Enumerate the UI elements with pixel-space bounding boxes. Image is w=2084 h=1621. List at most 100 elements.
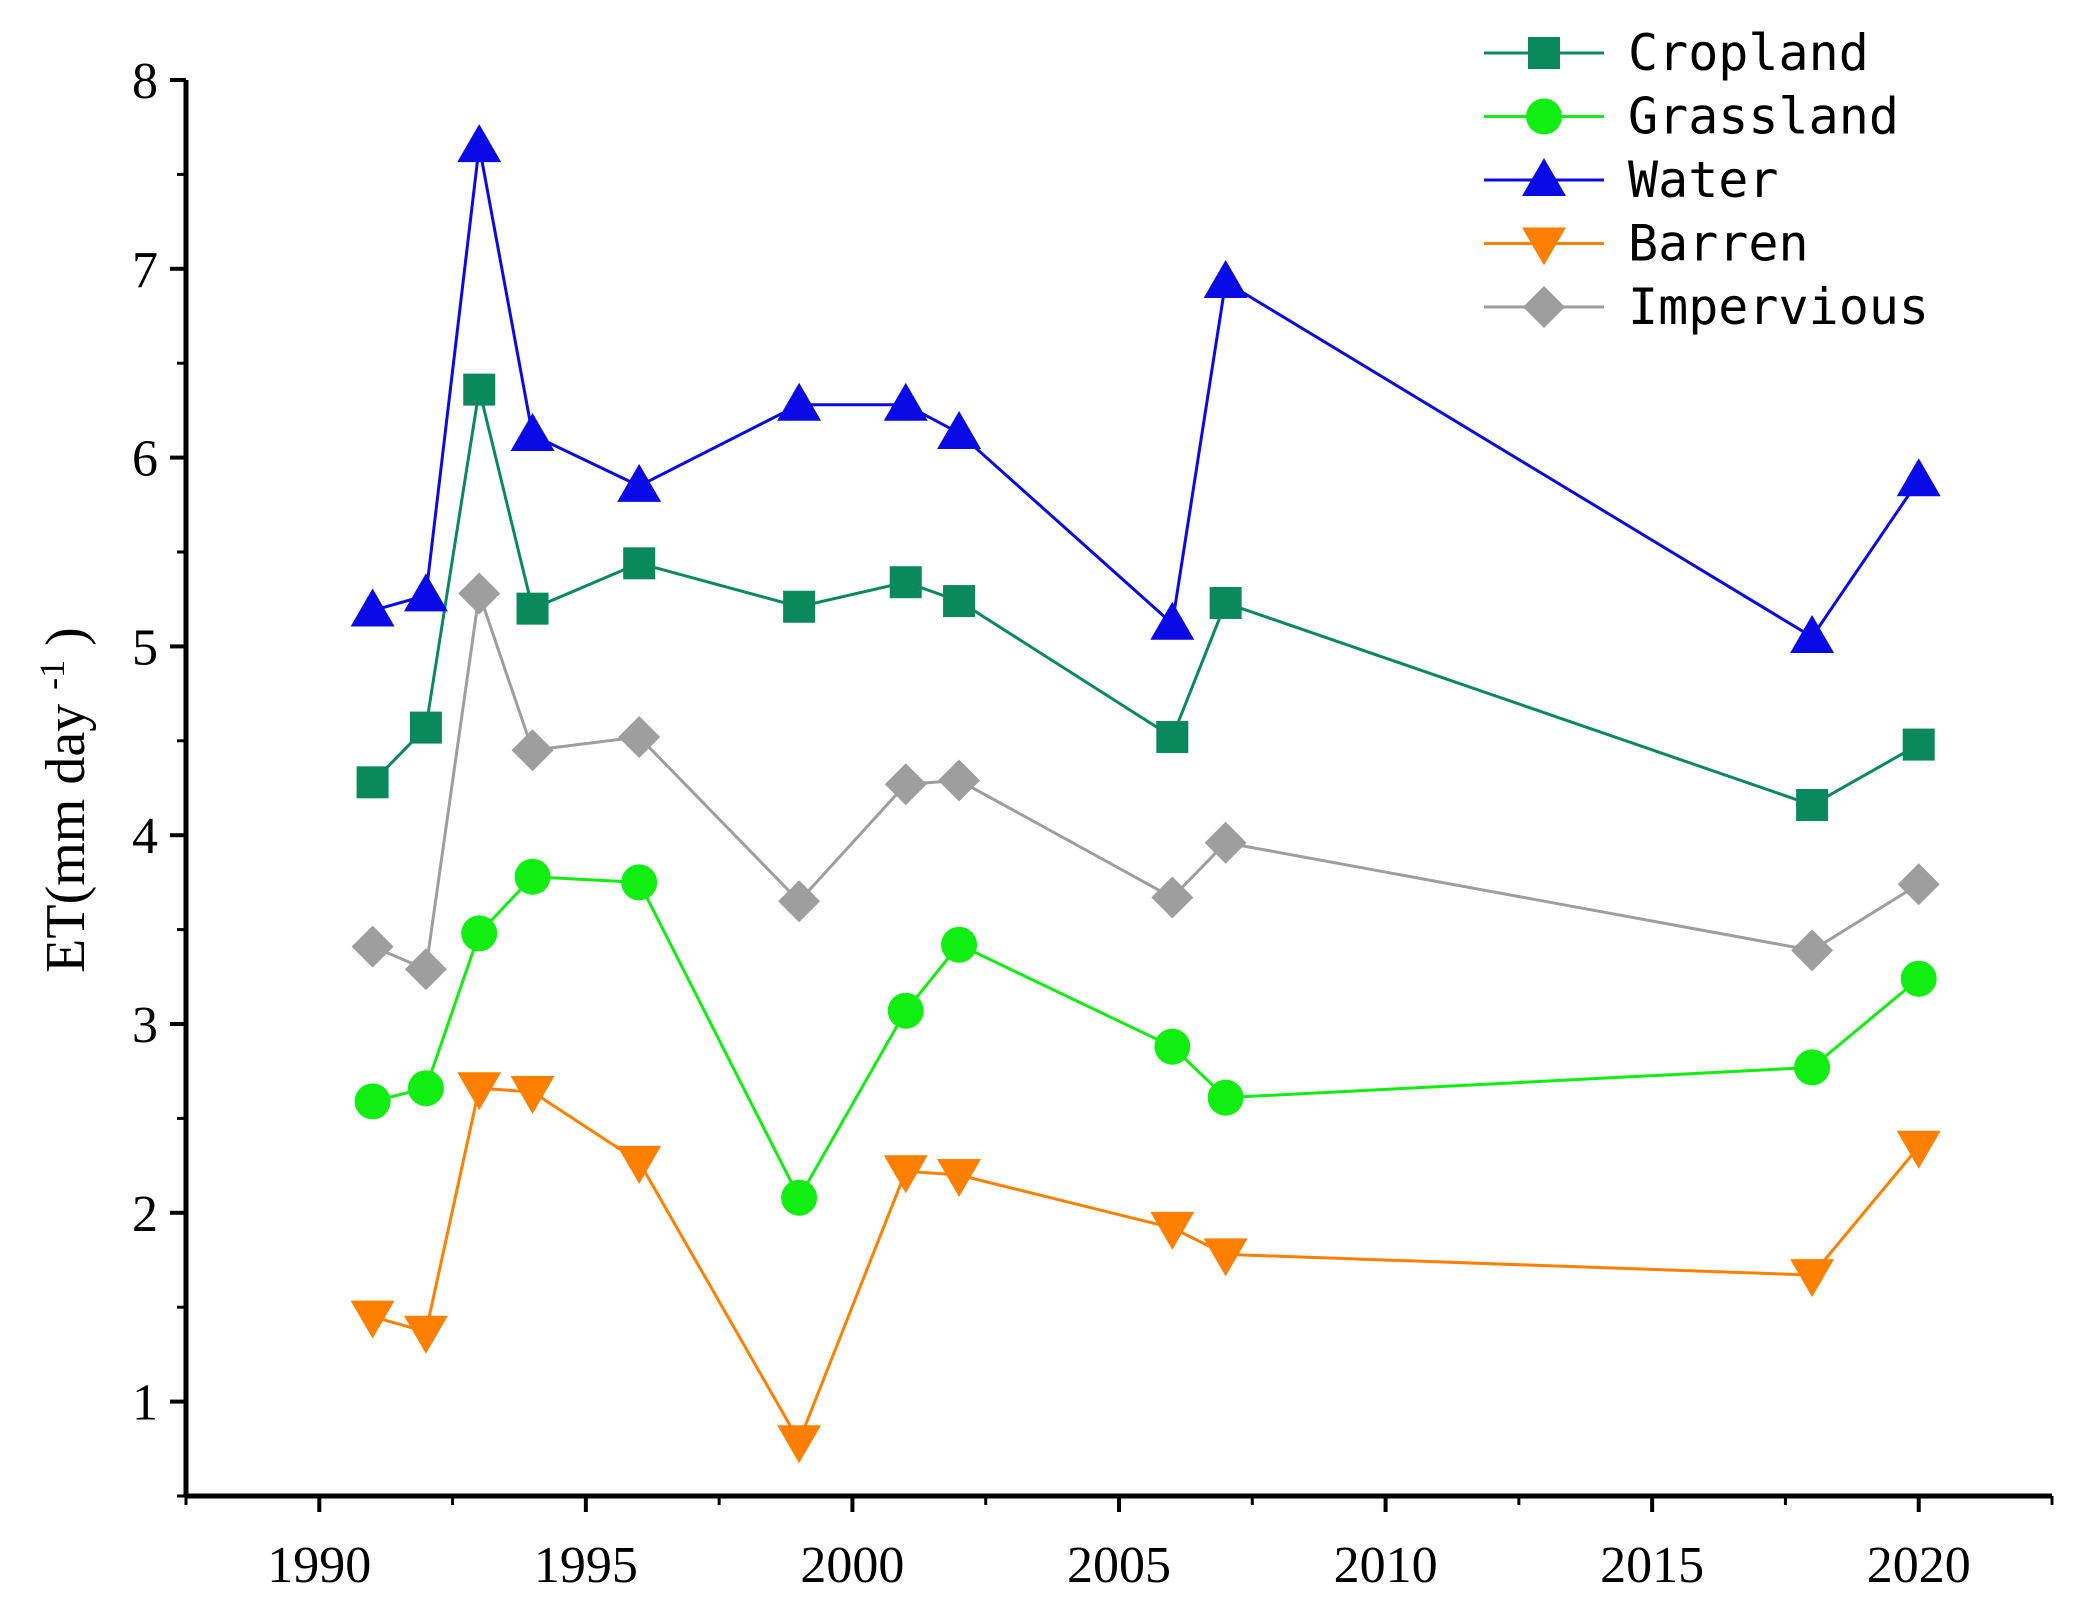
data-point-grassland [514, 858, 551, 895]
data-point-water [1150, 601, 1195, 640]
data-point-grassland [1154, 1028, 1191, 1065]
data-point-impervious [1204, 821, 1247, 864]
y-axis-title: ET(mm day -1 ) [15, 627, 97, 973]
data-point-grassland [407, 1070, 444, 1107]
data-point-water [1896, 458, 1941, 497]
legend-item-cropland: Cropland [1484, 24, 1869, 82]
data-point-grassland [1794, 1049, 1831, 1086]
series-water [350, 124, 1941, 653]
series-cropland [356, 373, 1935, 821]
data-point-impervious [618, 716, 661, 759]
data-point-grassland [1207, 1079, 1244, 1116]
data-point-cropland [463, 373, 496, 406]
y-tick-label: 1 [132, 1375, 158, 1432]
data-point-barren [1896, 1130, 1941, 1169]
data-point-cropland [1902, 728, 1935, 761]
y-tick-label: 7 [132, 242, 158, 299]
data-point-barren [1203, 1238, 1248, 1277]
data-point-impervious [511, 729, 554, 772]
data-point-impervious [404, 948, 447, 991]
legend-item-barren: Barren [1484, 215, 1809, 273]
y-tick-label: 6 [132, 431, 158, 488]
x-tick-label: 2015 [1600, 1537, 1704, 1594]
data-point-impervious [938, 759, 981, 802]
data-point-impervious [1897, 863, 1940, 906]
data-point-barren [617, 1145, 662, 1184]
data-point-barren [350, 1300, 395, 1339]
data-point-impervious [884, 763, 927, 806]
data-point-cropland [356, 766, 389, 799]
data-point-grassland [1900, 960, 1937, 997]
data-point-cropland [943, 585, 976, 618]
data-point-barren [403, 1315, 448, 1354]
data-point-impervious [351, 925, 394, 968]
legend-marker [1528, 37, 1560, 69]
data-point-grassland [781, 1179, 818, 1216]
data-point-cropland [409, 711, 442, 744]
data-point-impervious [458, 572, 501, 615]
series-line-grassland [372, 875, 1920, 1201]
legend-label: Barren [1628, 215, 1809, 273]
data-point-grassland [354, 1083, 391, 1120]
axes: 1 2 3 4 5 6 7 8 1990 1995 2000 2005 2010 2015 2020 [132, 53, 2054, 1594]
y-tick-label: 5 [132, 619, 158, 676]
data-point-water [403, 573, 448, 612]
data-point-grassland [887, 992, 924, 1029]
legend-marker [1522, 158, 1566, 196]
data-point-cropland [889, 566, 922, 599]
data-point-barren [1150, 1211, 1195, 1250]
x-tick-label: 2020 [1867, 1537, 1971, 1594]
data-point-water [777, 382, 822, 421]
legend-marker [1522, 227, 1566, 266]
data-point-cropland [516, 592, 549, 625]
data-point-water [510, 412, 555, 451]
series-line-barren [372, 1086, 1920, 1445]
x-tick-label: 2000 [800, 1537, 904, 1594]
legend-label: Water [1628, 151, 1779, 209]
series-layer [350, 124, 1941, 1464]
legend-item-impervious: Impervious [1484, 278, 1929, 336]
data-point-grassland [621, 864, 658, 901]
data-point-cropland [783, 590, 816, 623]
series-barren [350, 1072, 1941, 1464]
data-point-barren [457, 1072, 502, 1111]
data-point-grassland [941, 926, 978, 963]
y-tick-label: 2 [132, 1186, 158, 1243]
legend-marker [1526, 98, 1562, 135]
data-point-cropland [1209, 586, 1242, 619]
series-line-impervious [372, 593, 1920, 972]
data-point-barren [937, 1159, 982, 1198]
y-axis-title-superscript: -1 [32, 660, 72, 690]
data-point-impervious [1791, 929, 1834, 972]
y-tick-label: 3 [132, 997, 158, 1054]
series-line-cropland [371, 389, 1920, 807]
x-tick-label: 1990 [267, 1537, 371, 1594]
data-point-water [1203, 260, 1248, 299]
y-axis-title-close: ) [35, 627, 97, 646]
series-grassland [354, 858, 1937, 1216]
data-point-impervious [778, 880, 821, 923]
x-tick-label: 1995 [534, 1537, 638, 1594]
series-impervious [351, 572, 1940, 991]
data-point-barren [1790, 1259, 1835, 1298]
data-point-cropland [623, 547, 656, 580]
data-point-cropland [1796, 788, 1829, 821]
legend-label: Cropland [1628, 24, 1869, 82]
legend-item-grassland: Grassland [1484, 88, 1899, 146]
legend-label: Grassland [1628, 88, 1899, 146]
data-point-impervious [1151, 876, 1194, 919]
data-point-grassland [461, 915, 498, 952]
y-axis-title-main: ET(mm day [35, 704, 97, 973]
data-point-water [617, 463, 662, 502]
data-point-barren [510, 1075, 555, 1114]
series-line-water [372, 145, 1920, 639]
legend-item-water: Water [1484, 151, 1779, 209]
data-point-water [350, 588, 395, 627]
legend-marker [1523, 286, 1565, 328]
x-tick-label: 2005 [1067, 1537, 1171, 1594]
data-point-water [883, 382, 928, 421]
data-point-water [1790, 614, 1835, 653]
y-tick-label: 4 [132, 808, 158, 865]
